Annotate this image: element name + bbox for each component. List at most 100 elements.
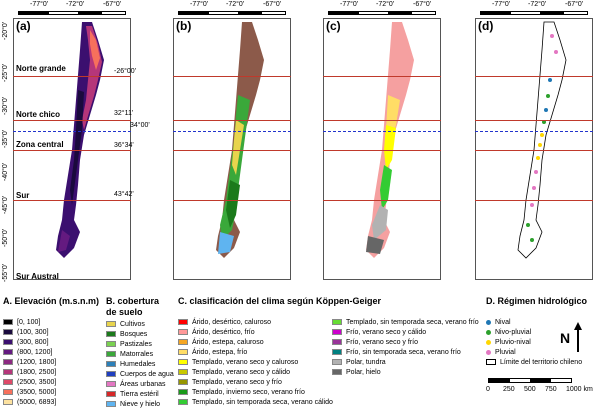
legend-swatch	[3, 399, 13, 406]
chile-climate-map	[366, 22, 414, 258]
coord-label: 32°11'	[114, 110, 134, 117]
zone-boundary-line	[323, 76, 441, 77]
legend-swatch	[3, 349, 13, 356]
zone-boundary-line	[173, 200, 291, 201]
legend-b: Cultivos Bosques Pastizales Matorrales H…	[106, 320, 174, 410]
legend-item: (1800, 2500]	[3, 368, 56, 378]
zone-boundary-line	[475, 120, 593, 121]
legend-swatch	[178, 349, 188, 356]
legend-swatch	[178, 319, 188, 326]
legend-item: Frío, verano seco y cálido	[332, 328, 479, 338]
panel-label: (a)	[15, 19, 32, 33]
dashed-line	[13, 131, 131, 132]
legend-item: Cuerpos de agua	[106, 370, 174, 380]
legend-item: Nivo-pluvial	[486, 328, 582, 338]
legend-swatch	[332, 329, 342, 336]
lon-label: -67°0'	[263, 1, 282, 8]
legend-swatch	[106, 331, 116, 338]
legend-swatch	[3, 319, 13, 326]
chile-landcover-map	[216, 22, 264, 258]
scale-tick: 0	[486, 386, 490, 393]
lon-label: -77°0'	[190, 1, 209, 8]
zone-boundary-line	[173, 76, 291, 77]
legend-item: (2500, 3500]	[3, 378, 56, 388]
lon-label: -77°0'	[340, 1, 359, 8]
panel-c: -77°0' -72°0' -67°0' (c)	[310, 0, 450, 290]
legend-item: Polar, hielo	[332, 368, 479, 378]
legend-item: Pastizales	[106, 340, 174, 350]
legend-item: Áreas urbanas	[106, 380, 174, 390]
legend-swatch	[106, 321, 116, 328]
legend-item: Nival	[486, 318, 582, 328]
legend-swatch	[3, 379, 13, 386]
dashed-line	[475, 131, 593, 132]
lon-label: -77°0'	[492, 1, 511, 8]
lon-label: -67°0'	[413, 1, 432, 8]
legend-swatch	[3, 339, 13, 346]
legend-item: [0, 100]	[3, 318, 56, 328]
legend-item: Templado, verano seco y cálido	[178, 368, 333, 378]
legend-swatch	[106, 341, 116, 348]
panel-b: -77°0' -72°0' -67°0' (b)	[160, 0, 300, 290]
legend-dot	[486, 339, 491, 345]
legend-dot	[486, 349, 491, 355]
zone-boundary-line	[323, 200, 441, 201]
legend-swatch	[178, 339, 188, 346]
lon-label: -72°0'	[66, 1, 85, 8]
legend-item: Templado, verano seco y caluroso	[178, 358, 333, 368]
zone-boundary-line	[173, 120, 291, 121]
dashed-line	[323, 131, 441, 132]
legend-a-title: A. Elevación (m.s.n.m)	[3, 296, 100, 306]
scale-tick: 1000 km	[566, 386, 593, 393]
legend-swatch	[178, 329, 188, 336]
legend-item: Pluvial	[486, 348, 582, 358]
legend-c-col1: Árido, desértico, caluroso Árido, desért…	[178, 318, 333, 408]
legend-swatch	[106, 371, 116, 378]
zone-boundary-line	[323, 120, 441, 121]
legend-swatch	[106, 381, 116, 388]
coord-label: 43°42'	[114, 191, 134, 198]
panel-label: (b)	[175, 19, 193, 33]
legend-item: Límite del territorio chileno	[486, 358, 582, 368]
legend-swatch	[106, 401, 116, 408]
zone-boundary-line	[13, 200, 131, 201]
dashed-line	[173, 131, 291, 132]
zone-label: Norte grande	[16, 64, 66, 73]
legend-swatch	[3, 359, 13, 366]
legend-item: Polar, tundra	[332, 358, 479, 368]
legend-swatch	[178, 399, 188, 406]
legend-item: Cultivos	[106, 320, 174, 330]
lon-scalebar	[480, 11, 588, 15]
panel-label: (d)	[477, 19, 495, 33]
lon-scalebar	[18, 11, 126, 15]
legend-swatch	[178, 389, 188, 396]
legend-swatch	[3, 389, 13, 396]
legend-item: Bosques	[106, 330, 174, 340]
lon-scalebar	[178, 11, 286, 15]
legend-d-title: D. Régimen hidrológico	[486, 296, 588, 306]
legend-swatch	[332, 349, 342, 356]
legend-item: Frío, sin temporada seca, verano frío	[332, 348, 479, 358]
legend-c-col2: Templado, sin temporada seca, verano frí…	[332, 318, 479, 378]
scale-tick: 500	[524, 386, 536, 393]
legend-item: Pluvio-nival	[486, 338, 582, 348]
lon-label: -67°0'	[565, 1, 584, 8]
legend-item: Templado, verano seco y frío	[178, 378, 333, 388]
zone-label: Sur Austral	[16, 272, 59, 281]
zone-boundary-line	[13, 150, 131, 151]
legend-d: Nival Nivo-pluvial Pluvio-nival Pluvial …	[486, 318, 582, 368]
zone-label: Norte chico	[16, 110, 61, 119]
legend-item: Tierra estéril	[106, 390, 174, 400]
legend-item: Templado, sin temporada seca, verano frí…	[332, 318, 479, 328]
legend-b-title: B. cobertura	[106, 296, 160, 306]
distance-scalebar	[488, 378, 572, 383]
legend-item: (5000, 6893]	[3, 398, 56, 408]
legend-item: Matorrales	[106, 350, 174, 360]
legend-item: Árido, estepa, frío	[178, 348, 333, 358]
legend-swatch	[332, 319, 342, 326]
legend-item: Frío, verano seco y frío	[332, 338, 479, 348]
legend-dot	[486, 329, 491, 335]
legend-item: Nieve y hielo	[106, 400, 174, 410]
zone-boundary-line	[13, 76, 131, 77]
lon-label: -72°0'	[226, 1, 245, 8]
